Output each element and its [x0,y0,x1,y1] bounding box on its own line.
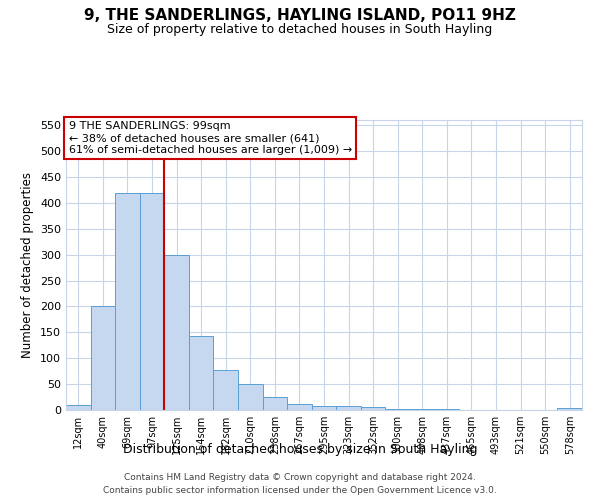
Text: Distribution of detached houses by size in South Hayling: Distribution of detached houses by size … [123,442,477,456]
Bar [263,397,287,410]
Bar [312,406,336,410]
Bar [385,409,410,410]
Bar [140,192,164,410]
Bar [214,370,238,410]
Text: Contains HM Land Registry data © Crown copyright and database right 2024.: Contains HM Land Registry data © Crown c… [124,472,476,482]
Text: Size of property relative to detached houses in South Hayling: Size of property relative to detached ho… [107,22,493,36]
Bar [336,406,361,410]
Text: Contains public sector information licensed under the Open Government Licence v3: Contains public sector information licen… [103,486,497,495]
Bar [361,408,385,410]
Text: 9, THE SANDERLINGS, HAYLING ISLAND, PO11 9HZ: 9, THE SANDERLINGS, HAYLING ISLAND, PO11… [84,8,516,22]
Text: 9 THE SANDERLINGS: 99sqm
← 38% of detached houses are smaller (641)
61% of semi-: 9 THE SANDERLINGS: 99sqm ← 38% of detach… [68,122,352,154]
Bar [557,408,582,410]
Bar [287,404,312,410]
Bar [115,192,140,410]
Bar [164,254,189,410]
Bar [238,384,263,410]
Y-axis label: Number of detached properties: Number of detached properties [22,172,34,358]
Bar [91,306,115,410]
Bar [66,405,91,410]
Bar [189,336,214,410]
